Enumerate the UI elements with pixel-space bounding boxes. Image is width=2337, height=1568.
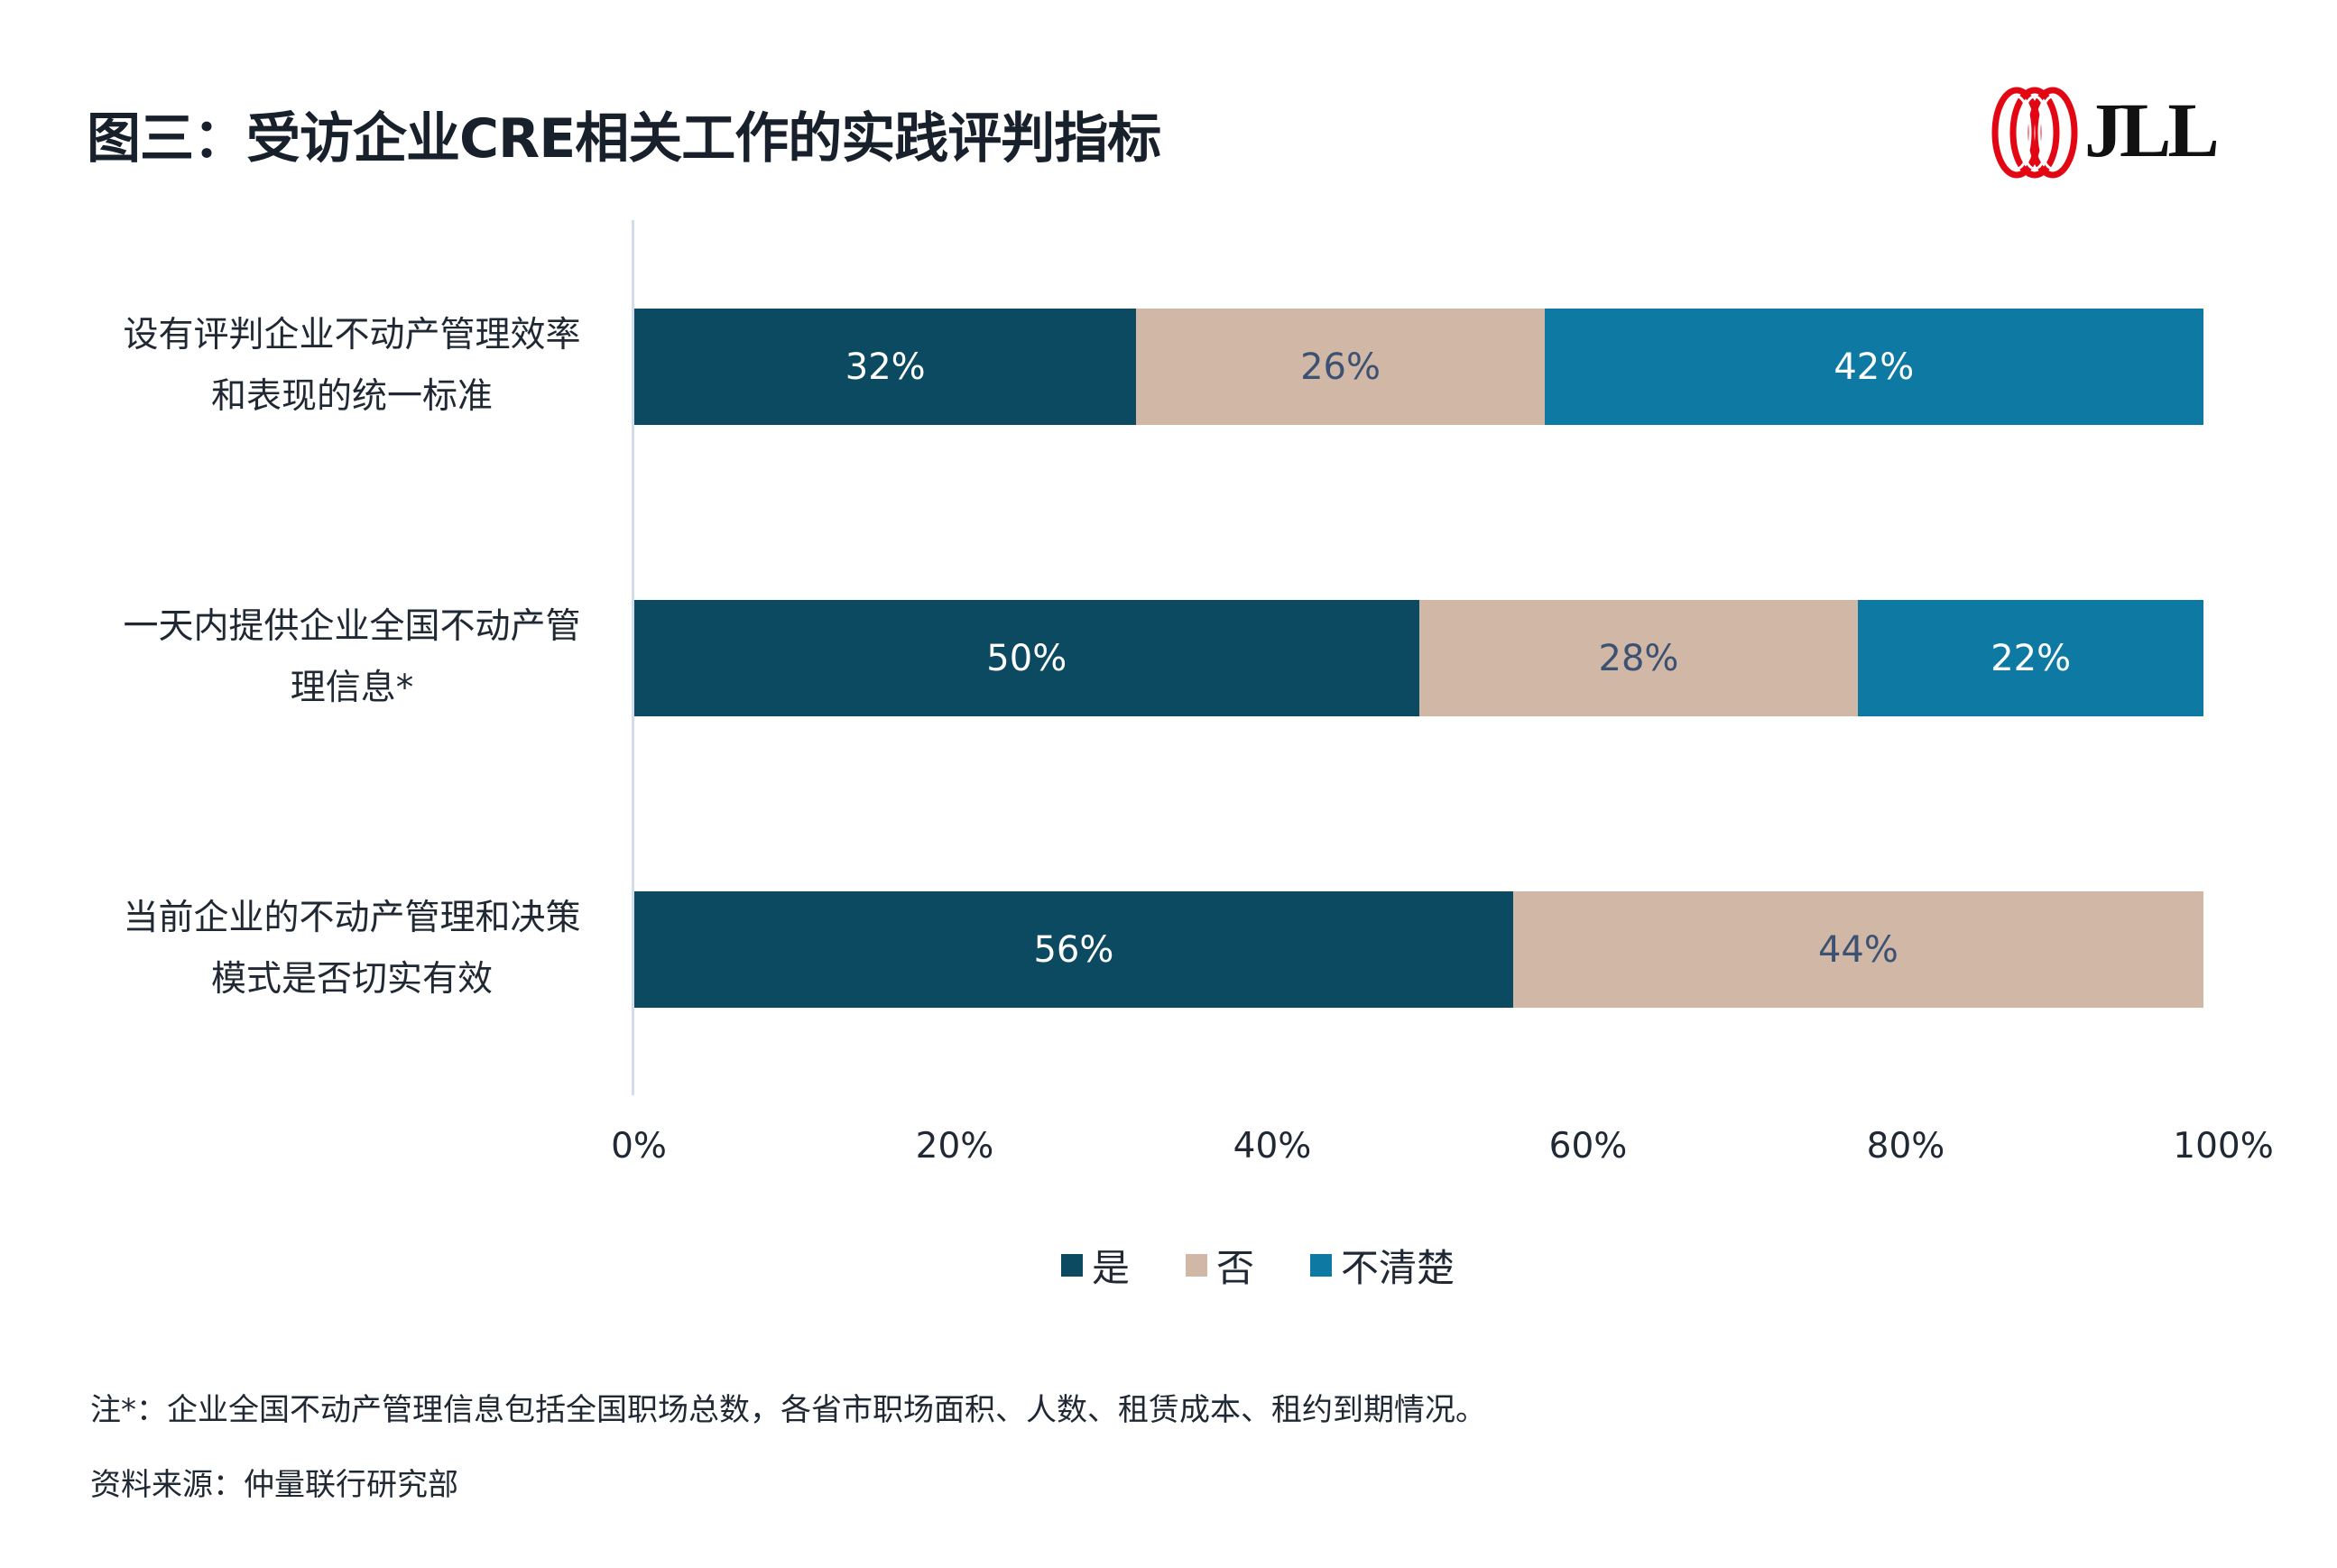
category-label: 当前企业的不动产管理和决策 模式是否切实有效 (90, 888, 614, 1010)
x-tick-label: 80% (1866, 1126, 1945, 1167)
bar-segment-yes: 32% (634, 309, 1137, 425)
bar-segment-yes: 56% (634, 891, 1513, 1008)
category-label-line: 理信息* (290, 668, 414, 708)
footnote: 注*：企业全国不动产管理信息包括全国职场总数，各省市职场面积、人数、租赁成本、租… (90, 1392, 1486, 1428)
bar-segment-yes: 50% (634, 600, 1419, 716)
legend-label: 不清楚 (1341, 1246, 1455, 1290)
bar-segment-no: 44% (1512, 891, 2203, 1008)
category-label: 设有评判企业不动产管理效率 和表现的统一标准 (90, 305, 614, 428)
legend-swatch-icon (1061, 1254, 1083, 1277)
data-label: 44% (1817, 928, 1898, 971)
legend-swatch-icon (1186, 1254, 1208, 1277)
data-label: 42% (1834, 346, 1915, 388)
data-label: 50% (986, 637, 1067, 679)
legend-item-no: 否 (1186, 1238, 1254, 1293)
bar-segment-unclear: 22% (1858, 600, 2203, 716)
source-note: 资料来源：仲量联行研究部 (90, 1467, 458, 1503)
legend-label: 是 (1092, 1246, 1131, 1290)
data-label: 56% (1033, 928, 1114, 971)
jll-rings-icon (1991, 87, 2078, 179)
y-axis-line (632, 220, 634, 1095)
category-label-line: 和表现的统一标准 (210, 376, 493, 417)
stacked-bar: 56% 44% (634, 891, 2203, 1008)
bar-segment-no: 28% (1418, 600, 1859, 716)
category-label-line: 设有评判企业不动产管理效率 (123, 315, 581, 355)
legend-item-unclear: 不清楚 (1310, 1238, 1455, 1293)
data-label: 28% (1598, 637, 1679, 679)
legend-label: 否 (1216, 1246, 1255, 1290)
category-label: 一天内提供企业全国不动产管 理信息* (90, 596, 614, 719)
jll-logo-text: JLL (2084, 87, 2220, 173)
x-tick-label: 20% (915, 1126, 994, 1167)
jll-logo: JLL (1990, 86, 2220, 180)
chart-title: 图三：受访企业CRE相关工作的实践评判指标 (87, 107, 1161, 171)
category-label-line: 模式是否切实有效 (210, 959, 493, 1000)
category-label-line: 一天内提供企业全国不动产管 (123, 606, 581, 647)
data-label: 26% (1300, 346, 1381, 388)
x-tick-label: 40% (1233, 1126, 1312, 1167)
chart-legend: 是 否 不清楚 (1061, 1238, 1510, 1293)
stacked-bar: 32% 26% 42% (634, 309, 2203, 425)
legend-swatch-icon (1310, 1254, 1333, 1277)
data-label: 32% (845, 346, 926, 388)
data-label: 22% (1991, 637, 2072, 679)
x-tick-label: 100% (2173, 1126, 2274, 1167)
x-tick-label: 60% (1548, 1126, 1628, 1167)
stacked-bar: 50% 28% 22% (634, 600, 2203, 716)
legend-item-yes: 是 (1061, 1238, 1130, 1293)
bar-segment-unclear: 42% (1544, 309, 2203, 425)
x-tick-label: 0% (611, 1126, 667, 1167)
category-label-line: 当前企业的不动产管理和决策 (123, 898, 581, 938)
bar-segment-no: 26% (1136, 309, 1545, 425)
